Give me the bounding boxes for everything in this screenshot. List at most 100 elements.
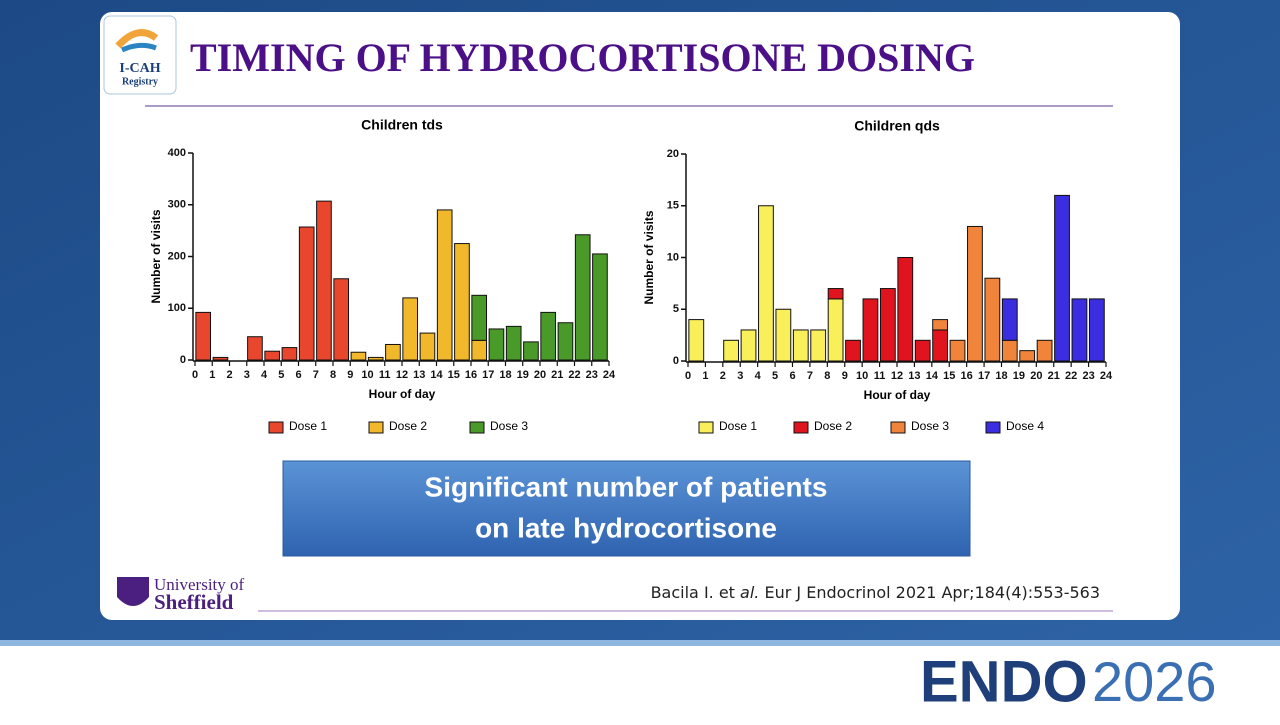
x-tick-label: 7 <box>313 369 319 381</box>
y-tick-label: 15 <box>667 200 679 212</box>
x-tick-label: 17 <box>482 369 494 381</box>
x-tick-label: 16 <box>465 369 477 381</box>
university-crest <box>117 577 149 606</box>
bar <box>247 336 263 361</box>
x-tick-label: 8 <box>824 370 830 382</box>
bar <box>1019 350 1036 362</box>
x-tick-label: 13 <box>413 369 425 381</box>
y-tick-label: 0 <box>180 354 186 366</box>
bar <box>932 329 949 362</box>
bar <box>471 294 488 341</box>
legend-swatch <box>469 421 485 434</box>
bar <box>523 341 539 361</box>
footer-year: 2026 <box>1092 650 1217 713</box>
bar <box>688 319 705 362</box>
bar <box>932 319 949 331</box>
bar <box>592 253 608 361</box>
bar <box>879 288 896 362</box>
bar <box>1088 298 1105 362</box>
x-tick-label: 20 <box>1030 370 1042 382</box>
chart-title: Children qds <box>854 118 940 134</box>
x-axis-title: Hour of day <box>369 387 436 401</box>
bar <box>419 332 436 361</box>
bar <box>212 356 229 361</box>
x-tick-label: 6 <box>789 370 795 382</box>
legend-swatch <box>890 421 906 434</box>
bar <box>264 350 281 361</box>
x-tick-label: 0 <box>685 370 691 382</box>
legend-swatch <box>368 421 384 434</box>
x-axis-title: Hour of day <box>864 388 931 402</box>
bar <box>758 205 774 362</box>
bar <box>471 339 488 361</box>
x-tick-label: 16 <box>961 370 973 382</box>
bar <box>1001 339 1018 362</box>
bar <box>723 339 740 362</box>
y-tick-label: 0 <box>673 355 679 367</box>
x-tick-label: 4 <box>755 370 762 382</box>
y-tick-label: 400 <box>168 147 186 159</box>
citation: Bacila I. et al. Eur J Endocrinol 2021 A… <box>651 583 1100 602</box>
citation-authors: Bacila I. et <box>651 583 735 602</box>
x-tick-label: 9 <box>347 369 353 381</box>
legend-swatch <box>698 421 714 434</box>
legend-label: Dose 2 <box>814 419 852 433</box>
legend-label: Dose 3 <box>490 419 528 433</box>
bar <box>367 356 384 361</box>
banner <box>282 460 971 557</box>
x-tick-label: 1 <box>209 369 215 381</box>
x-tick-label: 21 <box>551 369 563 381</box>
x-tick-label: 18 <box>995 370 1007 382</box>
slide-title: TIMING OF HYDROCORTISONE DOSING <box>190 35 975 80</box>
bar <box>540 311 557 361</box>
x-tick-label: 15 <box>943 370 955 382</box>
bar <box>1036 339 1053 362</box>
legend-label: Dose 4 <box>1006 419 1044 433</box>
x-tick-label: 0 <box>192 369 198 381</box>
bar <box>574 234 591 361</box>
bar <box>557 322 574 361</box>
university-name: University of <box>154 575 245 594</box>
bar <box>897 257 914 362</box>
logo-box <box>103 15 177 95</box>
x-tick-label: 12 <box>891 370 903 382</box>
x-tick-label: 11 <box>379 369 391 381</box>
x-tick-label: 17 <box>978 370 990 382</box>
x-tick-label: 18 <box>499 369 511 381</box>
y-axis-title: Number of visits <box>149 209 163 303</box>
x-tick-label: 15 <box>448 369 460 381</box>
bar <box>316 200 332 361</box>
x-tick-label: 5 <box>772 370 778 382</box>
bar <box>281 347 298 361</box>
bar <box>845 339 861 362</box>
x-tick-label: 21 <box>1048 370 1060 382</box>
legend-label: Dose 2 <box>389 419 427 433</box>
legend-swatch <box>793 421 809 434</box>
x-tick-label: 11 <box>874 370 886 382</box>
x-tick-label: 23 <box>1082 370 1094 382</box>
legend-label: Dose 1 <box>289 419 327 433</box>
bar <box>949 339 966 362</box>
bar <box>385 343 401 361</box>
legend-label: Dose 1 <box>719 419 757 433</box>
x-tick-label: 19 <box>517 369 529 381</box>
bar <box>1001 298 1018 341</box>
x-tick-label: 14 <box>430 369 443 381</box>
bar <box>350 351 367 361</box>
banner-text: Significant number of patients <box>425 471 828 502</box>
x-tick-label: 8 <box>330 369 336 381</box>
x-tick-label: 5 <box>278 369 284 381</box>
bar <box>862 298 879 362</box>
y-tick-label: 5 <box>673 303 679 315</box>
x-tick-label: 6 <box>295 369 301 381</box>
bar <box>1054 194 1070 362</box>
bar <box>195 311 212 361</box>
legend-swatch <box>268 421 284 434</box>
x-tick-label: 24 <box>1100 370 1113 382</box>
bar <box>740 329 757 362</box>
bar <box>436 209 453 361</box>
citation-etal: al. <box>740 583 759 602</box>
logo-name: I-CAH <box>119 61 160 76</box>
